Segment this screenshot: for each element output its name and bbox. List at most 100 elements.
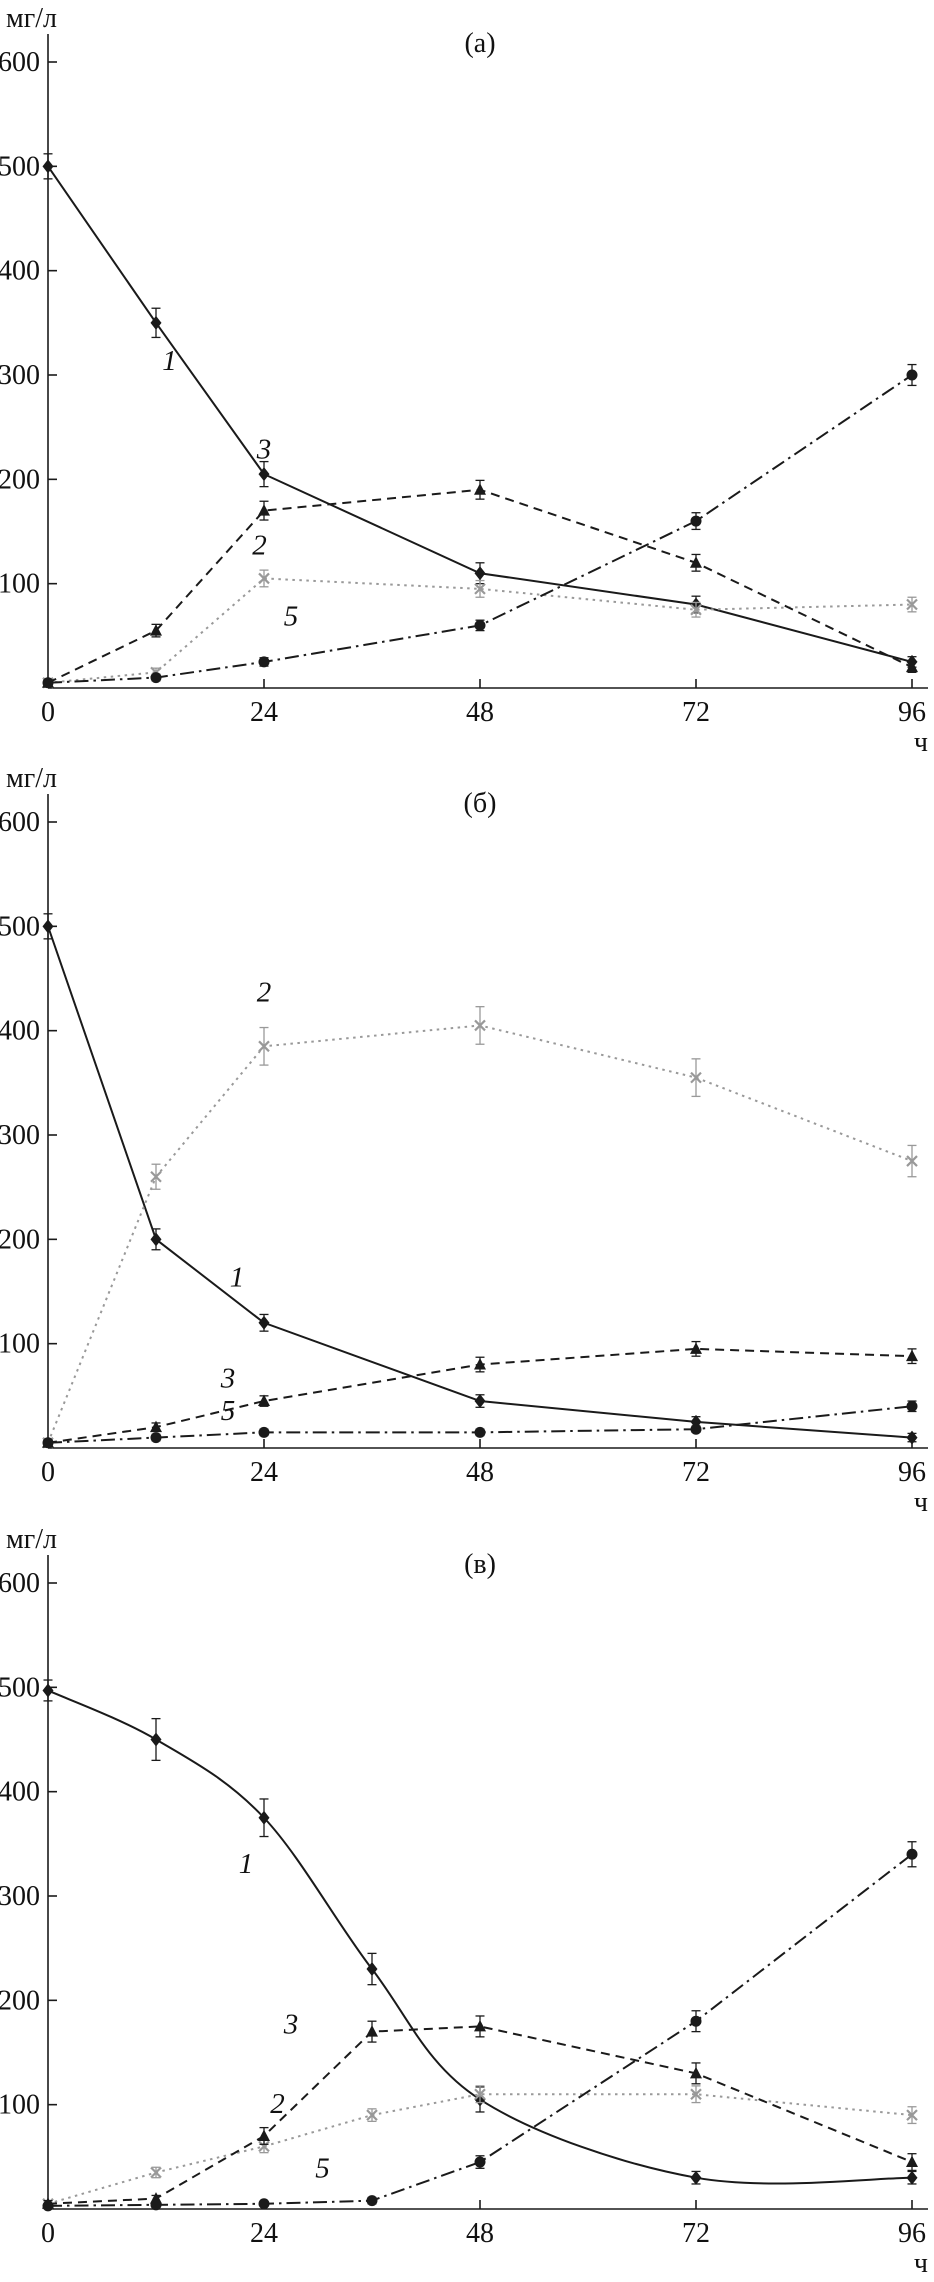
series-3-line	[47, 488, 913, 684]
circle-marker-icon	[474, 1426, 486, 1438]
circle-marker-icon	[906, 1848, 918, 1860]
x-tick-label: 48	[466, 697, 494, 728]
diamond-marker-icon	[42, 159, 54, 174]
chart-panel-b: 100 200 300 400 500 600 0 24 48 72 96 мг/л ч (б) 1 2 35	[0, 760, 934, 1520]
panel-title: (а)	[464, 28, 495, 59]
triangle-marker-icon	[150, 624, 162, 636]
x-tick-label: 72	[682, 1457, 710, 1488]
panel-title: (б)	[464, 788, 497, 819]
y-tick-label: 600	[0, 1568, 40, 1599]
y-tick-label: 600	[0, 47, 40, 78]
x-marker-icon	[474, 583, 486, 595]
y-tick-label: 500	[0, 1672, 40, 1703]
x-marker-icon	[906, 2109, 918, 2121]
x-tick-label: 48	[466, 2218, 494, 2249]
triangle-marker-icon	[690, 2066, 702, 2079]
series-label-5: 5	[284, 600, 299, 632]
circle-marker-icon	[690, 2015, 702, 2027]
y-tick-label: 600	[0, 807, 40, 838]
x-tick-label: 96	[898, 1457, 926, 1488]
circle-marker-icon	[150, 1432, 162, 1444]
series-label-2: 2	[257, 976, 272, 1008]
series-5	[42, 363, 918, 689]
y-tick-label: 200	[0, 1224, 40, 1255]
y-axis-unit-label: мг/л	[6, 1524, 57, 1555]
circle-marker-icon	[42, 2200, 54, 2212]
triangle-marker-icon	[906, 1349, 918, 1362]
circle-marker-icon	[258, 656, 270, 668]
x-marker-icon	[366, 2109, 378, 2121]
series-label-1: 1	[230, 1261, 245, 1293]
series-2	[42, 2085, 918, 2210]
y-tick-label: 200	[0, 1985, 40, 2016]
diamond-marker-icon	[906, 2170, 918, 2185]
triangle-marker-icon	[258, 2129, 270, 2141]
y-axis-unit-label: мг/л	[6, 3, 57, 34]
series-label-1: 1	[239, 1848, 254, 1880]
y-tick-label: 300	[0, 360, 40, 391]
circle-marker-icon	[474, 2156, 486, 2168]
series-label-3: 3	[256, 433, 272, 465]
x-tick-label: 48	[466, 1457, 494, 1488]
x-tick-label: 72	[682, 697, 710, 728]
x-marker-icon	[258, 2140, 270, 2153]
chart-panel-v: 100 200 300 400 500 600 0 24 48 72 96 мг/л ч (в) 1 2 3 5	[0, 1520, 934, 2282]
diamond-marker-icon	[690, 1414, 702, 1429]
y-tick-label: 300	[0, 1881, 40, 1912]
series-3-line	[47, 1347, 913, 1444]
x-marker-icon	[258, 572, 270, 585]
series-5	[42, 1400, 918, 1449]
circle-marker-icon	[366, 2195, 378, 2207]
y-tick-label: 400	[0, 1777, 40, 1808]
x-axis-unit-label: ч	[914, 2248, 928, 2279]
diamond-marker-icon	[258, 1315, 270, 1330]
series-5	[42, 1841, 918, 2212]
triangle-marker-icon	[906, 2155, 918, 2168]
circle-marker-icon	[690, 515, 702, 527]
triangle-marker-icon	[906, 660, 918, 673]
series-3	[42, 2015, 918, 2209]
diamond-marker-icon	[150, 315, 162, 330]
x-marker-icon	[690, 1071, 702, 1084]
triangle-marker-icon	[690, 1342, 702, 1354]
x-marker-icon	[690, 603, 702, 616]
diamond-marker-icon	[690, 2170, 702, 2185]
series-3-line	[47, 2025, 913, 2205]
series-label-2: 2	[270, 2088, 285, 2120]
diamond-marker-icon	[150, 1232, 162, 1247]
circle-marker-icon	[150, 672, 162, 684]
circle-marker-icon	[150, 2199, 162, 2211]
triangle-marker-icon	[690, 556, 702, 568]
series-1-line	[47, 1689, 913, 2185]
circle-marker-icon	[258, 1426, 270, 1438]
y-tick-label: 400	[0, 256, 40, 287]
x-marker-icon	[474, 1019, 486, 1032]
triangle-marker-icon	[474, 2019, 486, 2032]
chart-panel-a: 100 200 300 400 500 600 0 24 48 72 96 мг/л ч (а) 1 2 3 5	[0, 0, 934, 760]
triangle-marker-icon	[258, 504, 270, 516]
x-axis-unit-label: ч	[914, 1487, 928, 1518]
x-marker-icon	[258, 1040, 270, 1053]
y-tick-label: 100	[0, 2090, 40, 2121]
triangle-marker-icon	[474, 483, 486, 495]
y-tick-label: 500	[0, 911, 40, 942]
x-marker-icon	[906, 598, 918, 611]
x-tick-label: 24	[250, 1457, 278, 1488]
triangle-marker-icon	[150, 1420, 162, 1433]
circle-marker-icon	[474, 619, 486, 631]
series-label-3: 3	[220, 1362, 236, 1394]
x-tick-label: 0	[41, 697, 55, 728]
x-tick-label: 96	[898, 697, 926, 728]
series-label-1: 1	[162, 345, 177, 377]
series-5-line	[47, 374, 913, 684]
y-tick-label: 200	[0, 464, 40, 495]
circle-marker-icon	[906, 1400, 918, 1412]
series-1-line	[47, 926, 913, 1439]
y-axis-unit-label: мг/л	[6, 763, 57, 794]
diamond-marker-icon	[42, 1683, 54, 1698]
x-marker-icon	[906, 1155, 918, 1167]
triangle-marker-icon	[366, 2025, 378, 2037]
y-tick-label: 100	[0, 1329, 40, 1360]
y-tick-label: 100	[0, 569, 40, 600]
triangle-marker-icon	[258, 1394, 270, 1407]
